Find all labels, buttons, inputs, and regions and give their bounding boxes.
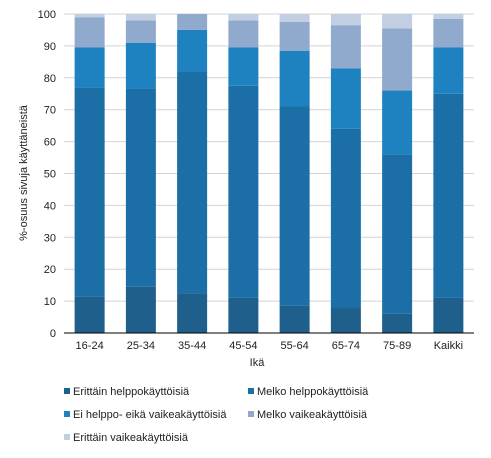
axes: 0 10 20 30 40 50 60 70 80 90 100 16-24 25-34 35-44 45-… [38, 9, 474, 352]
y-tick-label: 40 [44, 200, 56, 212]
bar-segment [74, 14, 105, 18]
bar-segment [74, 87, 105, 297]
legend-swatch [64, 411, 70, 417]
bar-segment [433, 93, 464, 298]
bar-segment [74, 296, 105, 333]
bar-segment [125, 88, 156, 287]
bar-segment [382, 154, 413, 314]
y-tick-label: 50 [44, 169, 56, 181]
bar-segment [125, 14, 156, 21]
bar-segment [330, 68, 361, 129]
x-axis-title: Ikä [250, 357, 266, 369]
bar-segment [330, 128, 361, 308]
bar-segment [330, 25, 361, 69]
bar-segment [177, 14, 208, 30]
bar-segment [279, 305, 310, 333]
x-tick-label: 65-74 [332, 340, 360, 352]
bar-segment [433, 18, 464, 48]
x-tick-label: 16-24 [76, 340, 104, 352]
grid-lines [64, 13, 474, 302]
bar-segment [228, 47, 259, 86]
bar-segment [125, 42, 156, 89]
legend-swatch [64, 434, 70, 440]
x-tick-label: 35-44 [178, 340, 206, 352]
legend: Erittäin helppokäyttöisiä Melko helppokäy… [64, 386, 369, 444]
bars [74, 14, 464, 333]
bar-segment [330, 307, 361, 333]
bar-segment [228, 85, 259, 298]
legend-label: Ei helppo- eikä vaikeakäyttöisiä [73, 409, 227, 421]
y-tick-label: 80 [44, 73, 56, 85]
bar-segment [330, 14, 361, 26]
legend-label: Melko helppokäyttöisiä [257, 386, 369, 398]
bar-segment [125, 286, 156, 333]
x-tick-label: Kaikki [434, 340, 463, 352]
bar-segment [279, 14, 310, 22]
y-tick-label: 90 [44, 41, 56, 53]
legend-label: Erittäin helppokäyttöisiä [73, 386, 190, 398]
legend-swatch [248, 388, 254, 394]
bar-segment [279, 106, 310, 306]
y-tick-label: 10 [44, 296, 56, 308]
bar-segment [228, 14, 259, 21]
legend-label: Melko vaikeakäyttöisiä [257, 409, 368, 421]
y-tick-label: 30 [44, 232, 56, 244]
legend-swatch [248, 411, 254, 417]
bar-segment [382, 14, 413, 29]
bar-segment [433, 14, 464, 19]
bar-segment [382, 28, 413, 91]
bar-segment [228, 297, 259, 333]
bar-segment [125, 20, 156, 43]
bar-segment [279, 21, 310, 51]
legend-label: Erittäin vaikeakäyttöisiä [73, 432, 189, 444]
x-tick-label: 75-89 [383, 340, 411, 352]
y-axis-title: %-osuus sivuja käyttäneistä [18, 104, 30, 241]
bar-segment [228, 20, 259, 48]
y-tick-label: 0 [50, 328, 56, 340]
bar-segment [177, 71, 208, 294]
x-tick-label: 25-34 [127, 340, 155, 352]
y-tick-label: 20 [44, 264, 56, 276]
bar-segment [382, 313, 413, 333]
y-tick-label: 100 [38, 9, 56, 21]
bar-segment [177, 29, 208, 72]
bar-segment [433, 297, 464, 333]
bar-segment [74, 17, 105, 48]
bar-segment [177, 293, 208, 333]
y-tick-label: 70 [44, 105, 56, 117]
x-tick-label: 45-54 [229, 340, 257, 352]
legend-swatch [64, 388, 70, 394]
bar-segment [433, 47, 464, 94]
bar-segment [74, 47, 105, 88]
y-tick-label: 60 [44, 137, 56, 149]
x-tick-label: 55-64 [281, 340, 309, 352]
bar-segment [279, 50, 310, 107]
bar-segment [382, 90, 413, 155]
